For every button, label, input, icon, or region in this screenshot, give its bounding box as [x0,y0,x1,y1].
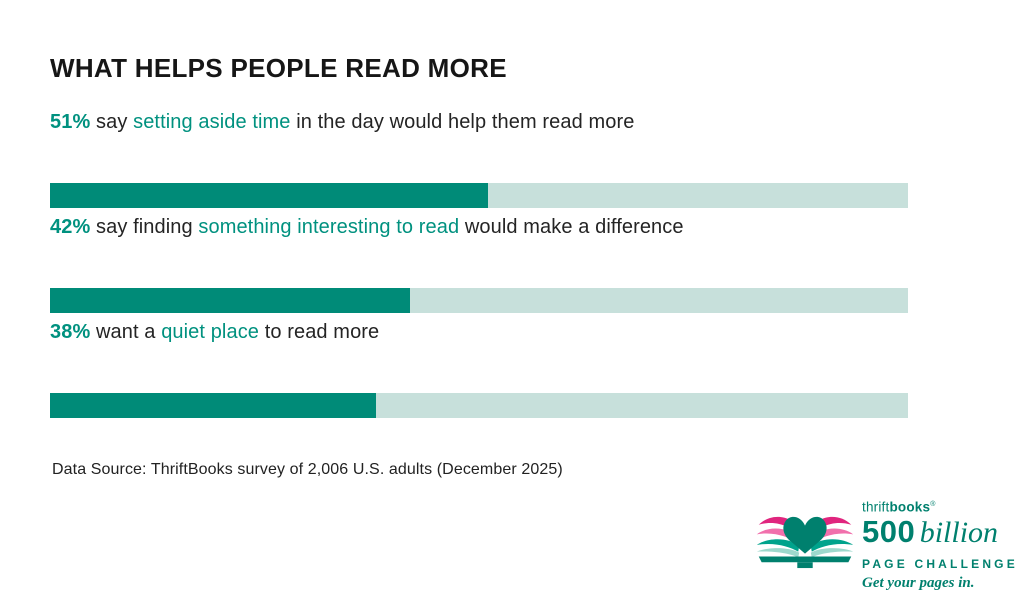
logo-page-challenge: PAGE CHALLENGE [862,556,1018,571]
statement-quiet-place: 38% want a quiet place to read more [50,321,379,344]
value-label: 38% [50,321,91,343]
bar-fill-quiet-place [50,393,377,418]
bar-fill-something-interesting [50,288,411,313]
bar-track-quiet-place [50,393,908,418]
statement-setting-aside-time: 51% say setting aside time in the day wo… [50,111,634,134]
logo-brand-name: thriftbooks® [862,498,1018,515]
bar-track-setting-aside-time [50,183,908,208]
value-label: 51% [50,111,91,133]
registered-trademark-icon: ® [930,501,936,508]
highlight-text: quiet place [161,321,260,343]
logo-text-block: thriftbooks® 500 billion PAGE CHALLENGE … [862,498,1018,592]
statement-text: would make a difference [459,216,684,238]
logo-billion-word: billion [919,515,999,549]
logo-brand-books: books [889,499,931,515]
logo-500-billion: 500 billion [862,513,1018,553]
bar-fill-setting-aside-time [50,183,488,208]
highlight-text: setting aside time [133,111,291,133]
data-source-note: Data Source: ThriftBooks survey of 2,006… [52,461,563,478]
logo-brand-thrift: thrift [862,499,890,515]
highlight-text: something interesting to read [198,216,460,238]
value-label: 42% [50,216,91,238]
open-book-heart-icon [756,516,854,569]
logo-tagline: Get your pages in. [862,574,975,591]
statement-text: want a [90,321,162,343]
statement-text: say finding [90,216,199,238]
page-title: WHAT HELPS PEOPLE READ MORE [50,53,507,83]
statement-text: to read more [259,321,380,343]
bar-track-something-interesting [50,288,908,313]
statement-something-interesting: 42% say finding something interesting to… [50,216,684,239]
statement-text: in the day would help them read more [290,111,635,133]
statement-text: say [90,111,134,133]
logo-number: 500 [862,513,916,549]
thriftbooks-500-billion-logo: thriftbooks® 500 billion PAGE CHALLENGE … [752,498,1018,592]
